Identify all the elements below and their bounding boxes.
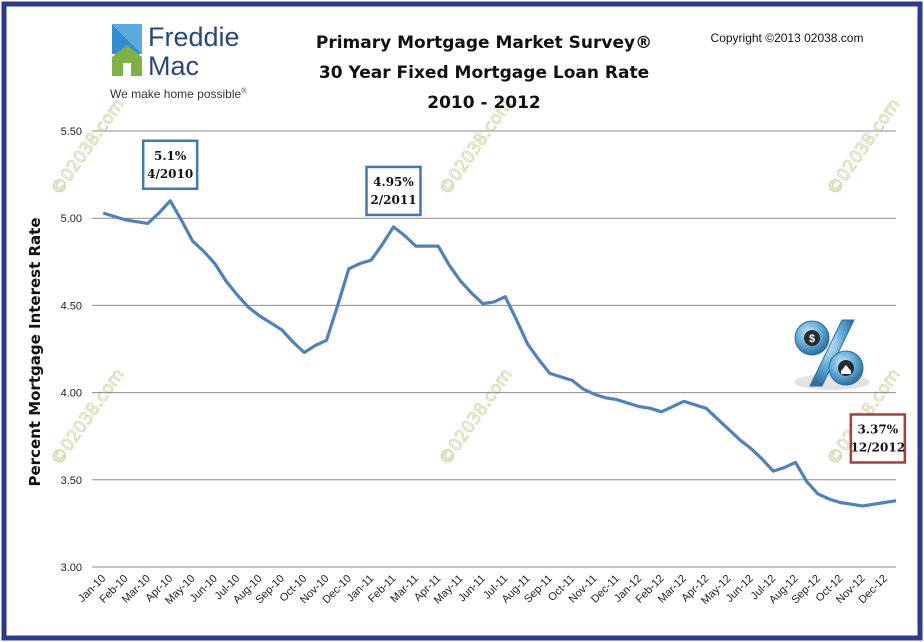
y-tick-label: 5.50	[61, 126, 82, 138]
house-logo-icon	[112, 24, 142, 76]
annotation-value: 5.1%	[154, 149, 187, 163]
annotation-value: 3.37%	[858, 422, 899, 436]
y-tick-label: 4.50	[61, 300, 82, 312]
annotation-date: 2/2011	[370, 193, 416, 207]
y-tick-label: 3.50	[61, 475, 82, 487]
annotation-border	[365, 165, 422, 217]
chart-title-line-2: 30 Year Fixed Mortgage Loan Rate	[319, 63, 649, 83]
copyright-text: Copyright ©2013 02038.com	[711, 31, 864, 45]
annotation-box: 5.1% 4/2010	[141, 139, 199, 191]
percent-sign-3d-icon: $	[794, 319, 870, 390]
annotation-border	[141, 139, 199, 191]
svg-text:$: $	[809, 333, 815, 345]
grid-lines	[92, 130, 896, 568]
freddie-mac-logo: Freddie Mac We make home possible®	[110, 22, 247, 101]
rate-series-line	[102, 199, 897, 508]
y-axis-ticks: 5.50 5.00 4.50 4.00 3.50 3.00	[61, 126, 82, 574]
annotation-group: 5.1% 4/2010 4.95% 2/2011 3.37% 12/2012	[141, 139, 907, 464]
annotation-date: 4/2010	[147, 167, 193, 181]
y-tick-label: 3.00	[61, 562, 82, 574]
annotation-value: 4.95%	[373, 175, 414, 189]
y-tick-label: 4.00	[61, 388, 82, 400]
annotation-border	[849, 413, 907, 464]
chart-title-line-1: Primary Mortgage Market Survey®	[316, 33, 652, 53]
y-tick-label: 5.00	[61, 213, 82, 225]
y-axis-label: Percent Mortgage Interest Rate	[26, 217, 44, 486]
chart-title-line-3: 2010 - 2012	[427, 93, 541, 113]
annotation-box: 4.95% 2/2011	[365, 165, 422, 217]
annotation-box: 3.37% 12/2012	[849, 413, 907, 464]
logo-name-line-2: Mac	[148, 51, 199, 81]
annotation-date: 12/2012	[851, 440, 905, 454]
logo-tagline: We make home possible®	[110, 87, 247, 101]
logo-name-line-1: Freddie	[148, 22, 240, 52]
